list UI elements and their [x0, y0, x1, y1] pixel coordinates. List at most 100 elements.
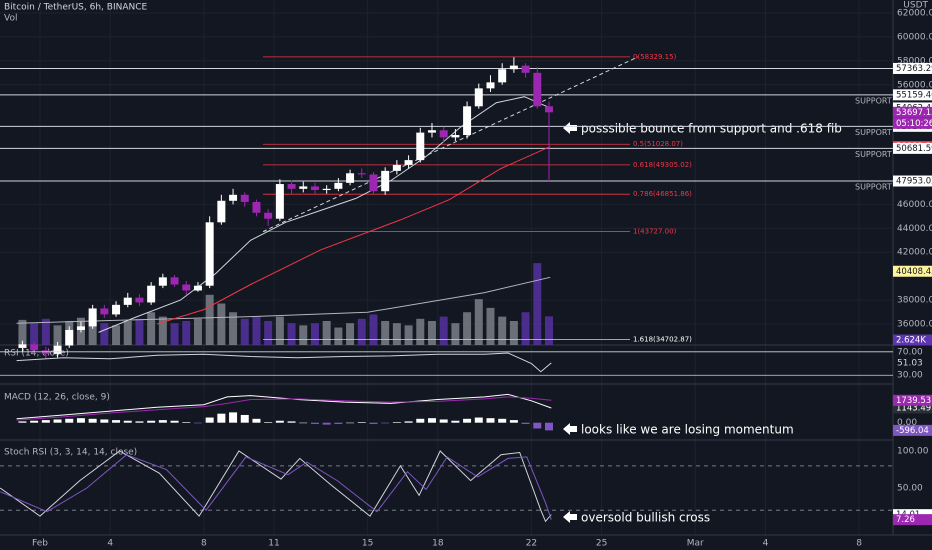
candle-body — [100, 308, 109, 315]
volume-bar — [357, 318, 366, 345]
candle-body — [252, 201, 261, 213]
support-label: SUPPORT — [855, 183, 892, 192]
rsi-last-label: 51.03 — [897, 358, 923, 368]
symbol-title: Bitcoin / TetherUS, 6h, BINANCE — [4, 3, 148, 13]
macd-histogram — [41, 420, 50, 423]
candle-body — [451, 135, 460, 138]
y-tick-label: 100.00 — [897, 447, 929, 457]
rsi-title: RSI (14, close) — [4, 349, 69, 359]
macd-histogram — [310, 422, 319, 424]
volume-bar — [41, 318, 50, 345]
volume-bar — [147, 312, 156, 345]
y-tick-label: 60000.00 — [897, 32, 932, 42]
candle-body — [322, 188, 331, 191]
candle-body — [229, 194, 238, 201]
macd-histogram — [123, 420, 132, 423]
macd-histogram — [135, 421, 144, 423]
volume-bar — [252, 316, 261, 345]
volume-bar — [404, 325, 413, 345]
volume-bar — [240, 318, 249, 345]
macd-histogram — [544, 422, 553, 431]
price-label-box — [893, 265, 932, 277]
macd-last-label: 1739.53 — [896, 396, 931, 406]
macd-last-label-box — [893, 402, 932, 414]
macd-histogram — [217, 413, 226, 423]
volume-bar — [334, 327, 343, 345]
macd-histogram — [76, 418, 85, 423]
macd-last-label-box — [893, 394, 932, 406]
volume-bar — [299, 325, 308, 345]
volume-bar — [217, 303, 226, 345]
moving-average — [98, 96, 551, 333]
macd-histogram — [240, 414, 249, 423]
macd-histogram — [369, 422, 378, 424]
macd-histogram — [229, 412, 238, 423]
fib-label: 1.618(34702.87) — [633, 335, 692, 343]
price-label-box — [893, 106, 932, 118]
x-tick-label: 15 — [362, 539, 373, 549]
candle-body — [112, 304, 121, 315]
y-tick-label: 50.00 — [897, 484, 923, 494]
y-tick-label: 56000.00 — [897, 80, 932, 90]
price-label-box — [893, 175, 932, 187]
volume-bar — [439, 316, 448, 345]
annotation: looks like we are losing momentum — [581, 423, 794, 437]
volume-bar — [88, 314, 97, 345]
countdown: 05:10:26 — [896, 119, 932, 129]
macd-hist-label-box — [893, 424, 932, 436]
candle-body — [65, 329, 74, 346]
macd-histogram — [299, 422, 308, 424]
volume-bar — [205, 294, 214, 345]
macd-histogram — [65, 418, 74, 423]
macd-histogram — [439, 419, 448, 423]
y-tick-label: 58000.00 — [897, 56, 932, 66]
macd-line — [16, 396, 552, 421]
candle-body — [193, 285, 202, 291]
candle-body — [182, 284, 191, 291]
volume-bar — [533, 263, 542, 345]
fib-label: 0.5(51028.07) — [633, 140, 683, 148]
volume-bar — [53, 325, 62, 345]
stoch-title: Stoch RSI (3, 3, 14, 14, close) — [4, 448, 137, 458]
macd-histogram — [521, 422, 530, 424]
volume-bar — [416, 318, 425, 345]
candle-body — [170, 277, 179, 285]
volume-bar — [521, 312, 530, 345]
volume-bar — [287, 323, 296, 345]
volume-bar — [264, 320, 273, 345]
candle-body — [217, 200, 226, 223]
annotation: oversold bullish cross — [581, 511, 710, 525]
candle-body — [264, 212, 273, 219]
volume-bar — [135, 318, 144, 345]
rsi-line — [16, 352, 552, 373]
macd-histogram — [170, 420, 179, 423]
candle-body — [357, 173, 366, 175]
macd-histogram — [498, 418, 507, 423]
volume-bar — [486, 307, 495, 345]
macd-histogram — [357, 422, 366, 423]
y-tick-label: 30.00 — [897, 371, 923, 381]
volume-bar — [100, 323, 109, 345]
x-tick-label: 18 — [432, 539, 444, 549]
volume-bar — [346, 323, 355, 345]
y-tick-label: 36000.00 — [897, 319, 932, 329]
candle-body — [416, 132, 425, 161]
candle-body — [147, 285, 156, 303]
volume-bar — [381, 320, 390, 345]
candle-body — [53, 345, 62, 354]
macd-histogram — [381, 422, 390, 424]
macd-title: MACD (12, 26, close, 9) — [4, 393, 110, 403]
macd-histogram — [451, 420, 460, 423]
macd-histogram — [252, 418, 261, 423]
moving-average — [156, 146, 551, 325]
x-tick-label: 4 — [763, 539, 769, 549]
macd-histogram — [112, 420, 121, 423]
volume-last-label-box — [893, 334, 932, 346]
volume-bar — [112, 325, 121, 345]
x-tick-label: 8 — [856, 539, 862, 549]
volume-bar — [392, 323, 401, 345]
candle-body — [299, 186, 308, 189]
annotation: posssible bounce from support and .618 f… — [581, 122, 842, 136]
grid — [0, 0, 893, 535]
support-label: SUPPORT — [855, 150, 892, 159]
